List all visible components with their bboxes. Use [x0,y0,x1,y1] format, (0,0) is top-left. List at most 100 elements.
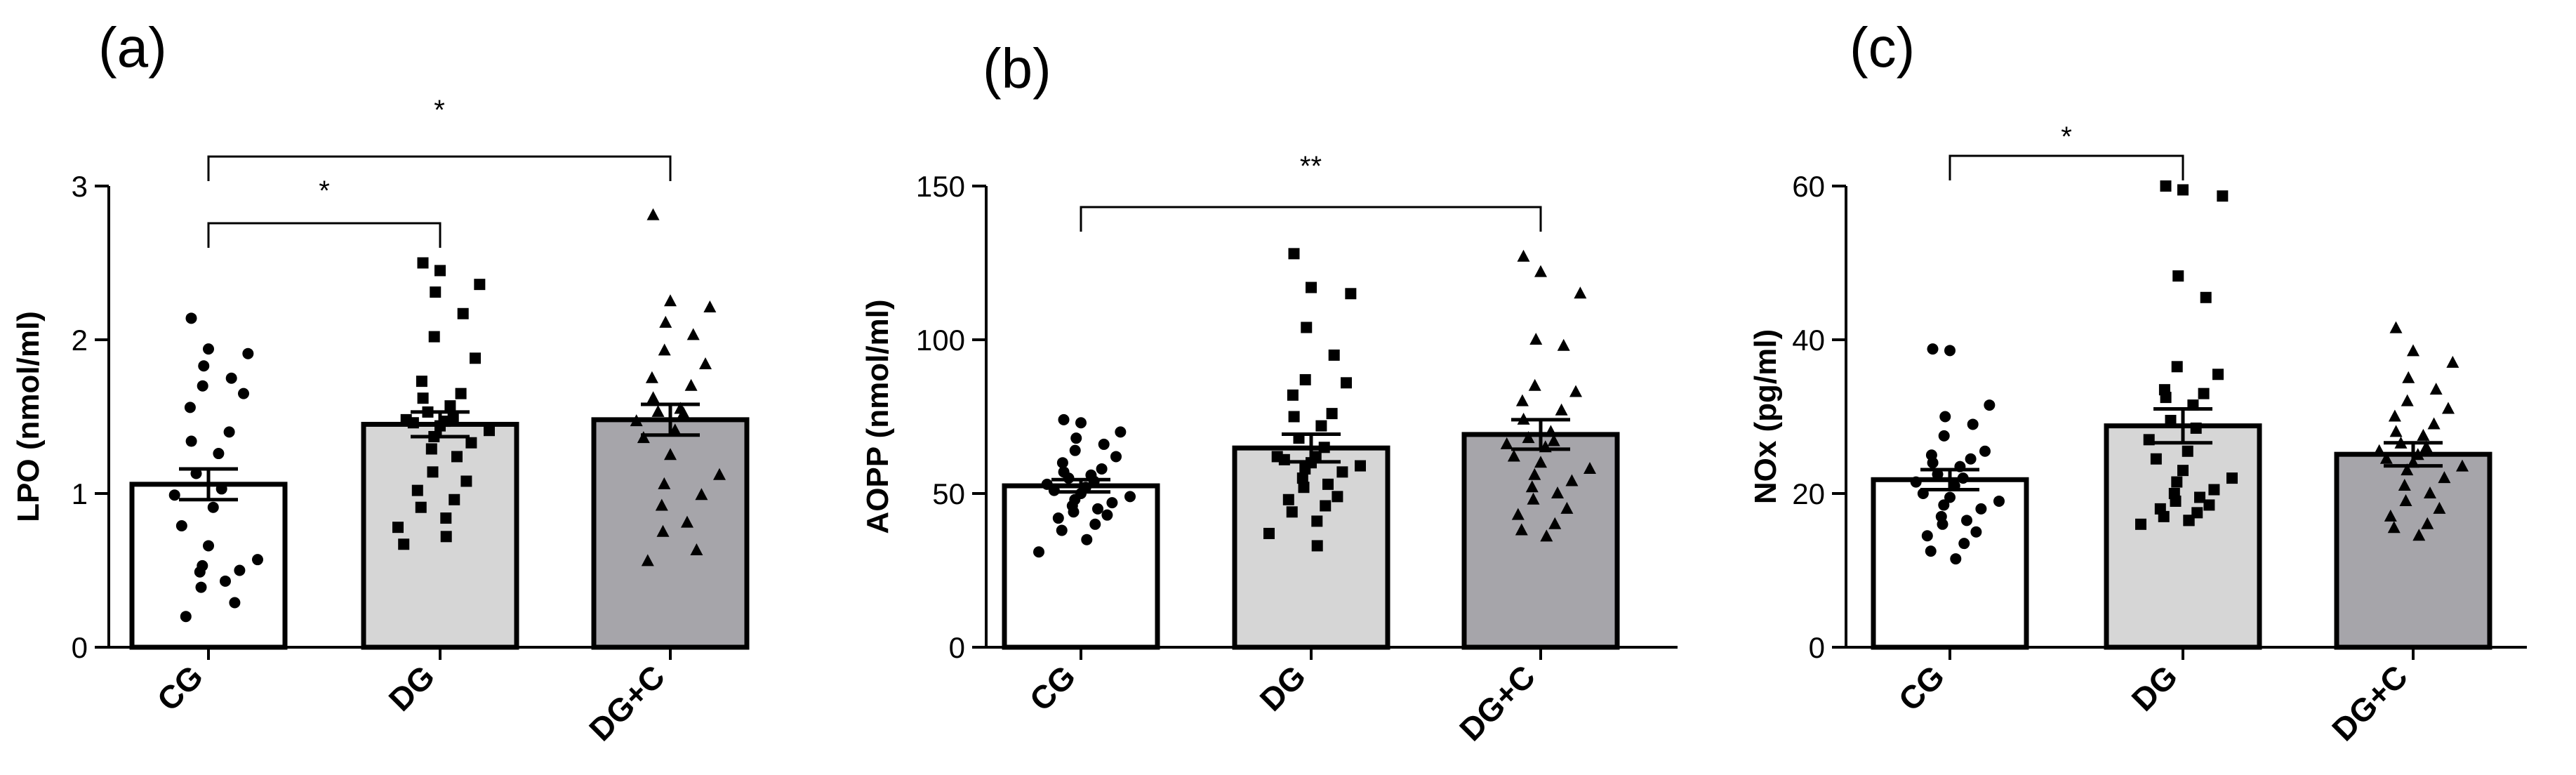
data-point [1069,444,1081,456]
data-point [2160,180,2172,192]
data-point [2421,517,2434,529]
data-point [1345,288,1357,300]
data-point [449,494,460,505]
data-point [1081,534,1093,545]
data-point [1282,494,1294,505]
data-point [168,489,180,501]
data-point [203,540,214,552]
panel-label: (a) [98,16,167,79]
data-point [1560,501,1574,514]
data-point [207,501,219,513]
data-point [1970,526,1982,538]
y-tick-label: 0 [1809,631,1825,664]
bar-dg [2104,423,2262,650]
data-point [684,378,698,391]
data-point [2170,495,2182,507]
data-point [1557,338,1570,351]
data-point [1534,456,1547,468]
data-point [1525,480,1539,493]
data-point [1515,394,1529,406]
data-point [2398,479,2411,491]
data-point [1298,482,1310,494]
data-point [175,519,187,531]
data-point [1910,476,1922,488]
data-point [428,331,440,343]
data-point [2401,394,2414,406]
data-point [1965,453,1977,465]
data-point [1515,523,1528,536]
y-tick-label: 3 [72,170,88,203]
data-point [1301,322,1313,333]
data-point [440,531,452,543]
data-point [238,388,249,399]
data-point [1058,413,1070,425]
data-point [203,343,214,355]
data-point [1569,385,1582,397]
data-point [1096,463,1108,475]
data-point [1517,249,1530,262]
data-point [1311,540,1323,552]
data-point [690,543,703,556]
data-point [1306,281,1317,293]
data-point [659,315,672,328]
bar-cg [129,482,288,650]
bar-dg [1232,445,1390,650]
data-point [1288,248,1300,260]
data-point [451,451,463,463]
y-tick-label: 50 [932,477,965,510]
significance-label: * [2061,121,2072,152]
data-point [417,392,429,404]
significance-label: * [319,175,330,206]
data-point [2203,499,2215,511]
data-point [1110,451,1122,463]
data-point [470,352,481,364]
data-point [457,307,469,319]
data-point [220,575,231,587]
data-point [1938,430,1950,442]
data-point [484,425,495,437]
data-point [1527,492,1540,505]
data-point [2427,417,2441,430]
data-point [1286,506,1298,518]
data-point [444,400,456,412]
data-point [398,538,410,550]
data-point [1957,472,1969,484]
data-point [425,443,437,455]
bar-cg [1871,477,2029,650]
data-point [1278,453,1290,465]
data-point [223,426,235,438]
data-point [407,417,419,429]
data-point [1979,445,1991,457]
data-point [2389,425,2403,437]
data-point [2158,510,2170,522]
data-point [677,406,690,419]
data-point [1315,420,1327,432]
data-point [430,286,441,298]
data-point [655,498,668,511]
data-point [1932,468,1944,480]
significance-bracket [1080,206,1542,232]
y-tick-label: 2 [72,324,88,357]
data-point [434,265,446,277]
data-point [1089,518,1101,530]
data-point [225,372,237,384]
data-point [1092,503,1103,515]
data-point [2424,486,2436,498]
y-tick-label: 20 [1792,477,1825,510]
y-tick-label: 100 [916,324,965,357]
data-point [645,371,658,383]
data-point [1529,333,1543,345]
data-point [198,360,210,372]
data-point [2208,484,2220,496]
y-tick-label: 40 [1792,324,1825,357]
data-point [460,475,472,487]
data-point [411,484,423,496]
data-point [695,488,708,501]
y-tick-label: 0 [949,631,965,664]
data-point [2172,270,2184,282]
data-point [2442,402,2455,414]
data-point [1574,286,1587,299]
data-point [656,524,670,537]
significance-bracket [207,155,672,181]
data-point [637,431,650,444]
